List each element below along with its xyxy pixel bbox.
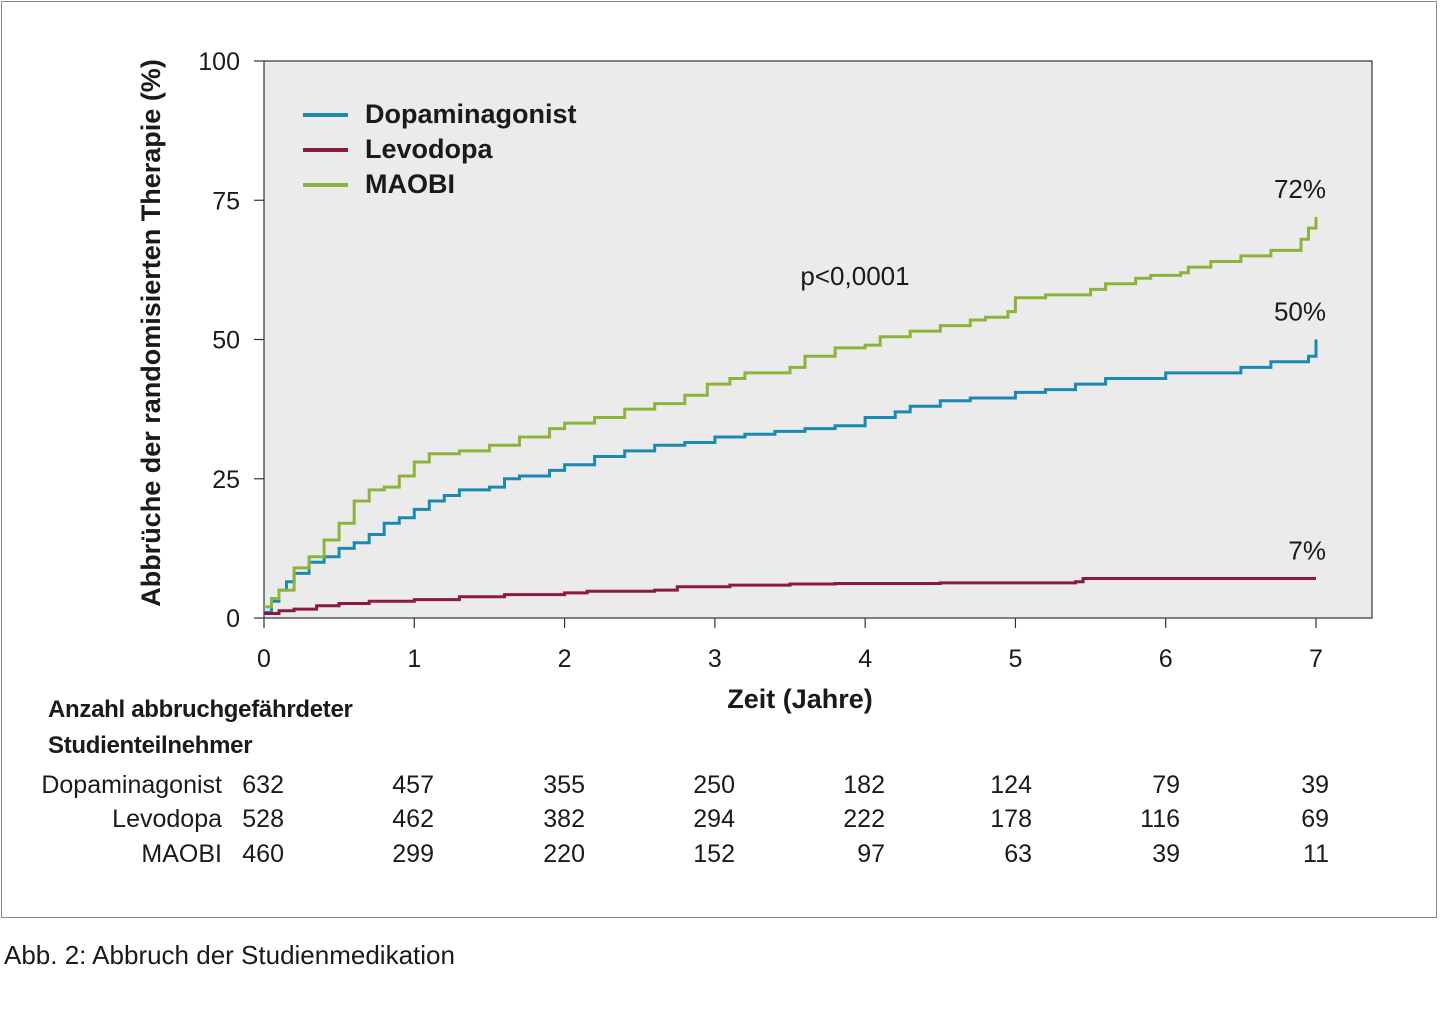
x-tick-label: 3 <box>708 645 722 673</box>
risk-row: MAOBI 460 299 220 152 97 63 39 11 <box>0 840 1440 874</box>
risk-number: 220 <box>543 840 585 868</box>
risk-number: 250 <box>693 771 735 799</box>
risk-row-group: Dopaminagonist <box>41 771 222 799</box>
x-tick-label: 5 <box>1008 645 1022 673</box>
risk-number: 39 <box>1152 840 1180 868</box>
x-tick-label: 1 <box>407 645 421 673</box>
x-tick-label: 0 <box>257 645 271 673</box>
risk-number: 299 <box>392 840 434 868</box>
x-tick-label: 7 <box>1309 645 1323 673</box>
x-tick-label: 2 <box>558 645 572 673</box>
p-value-annotation: p<0,0001 <box>800 261 909 291</box>
y-axis-label: Abbrüche der randomisierten Therapie (%) <box>136 59 166 607</box>
km-chart: 0 25 50 75 100 0 1 2 3 4 5 6 7 50% 7% 72% Abbrüche de… <box>136 48 1373 714</box>
risk-number: 69 <box>1301 805 1329 833</box>
y-tick-label: 25 <box>212 466 240 494</box>
risk-number: 97 <box>857 840 885 868</box>
risk-number: 457 <box>392 771 434 799</box>
end-label-maobi: 72% <box>1274 174 1326 204</box>
y-tick-label: 50 <box>212 327 240 355</box>
risk-number: 460 <box>242 840 284 868</box>
risk-table-title: Anzahl abbruchgefährdeter Studienteilneh… <box>48 692 353 764</box>
risk-number: 294 <box>693 805 735 833</box>
plot-area <box>263 60 1373 619</box>
curve-levodopa <box>264 577 1316 615</box>
risk-number: 182 <box>843 771 885 799</box>
risk-number: 222 <box>843 805 885 833</box>
risk-table-title-line2: Studienteilnehmer <box>48 732 253 759</box>
risk-number: 382 <box>543 805 585 833</box>
risk-number: 63 <box>1004 840 1032 868</box>
curves <box>264 217 1318 615</box>
risk-number: 178 <box>990 805 1032 833</box>
risk-number: 355 <box>543 771 585 799</box>
y-tick-label: 100 <box>198 48 240 76</box>
risk-row-group: Levodopa <box>112 805 222 833</box>
risk-table-title-line1: Anzahl abbruchgefährdeter <box>48 696 353 723</box>
risk-number: 39 <box>1301 771 1329 799</box>
risk-number: 152 <box>693 840 735 868</box>
legend-label-dopaminagonist: Dopaminagonist <box>365 99 577 129</box>
risk-row: Dopaminagonist 632 457 355 250 182 124 79 39 <box>0 771 1440 805</box>
risk-number: 124 <box>990 771 1032 799</box>
risk-row-group: MAOBI <box>141 840 222 868</box>
x-axis-label: Zeit (Jahre) <box>727 684 873 714</box>
risk-number: 632 <box>242 771 284 799</box>
risk-number: 11 <box>1303 840 1329 868</box>
y-tick-label: 0 <box>226 605 240 633</box>
end-label-dopaminagonist: 50% <box>1274 297 1326 327</box>
legend: Dopaminagonist Levodopa MAOBI <box>303 99 577 199</box>
curve-maobi <box>264 217 1318 609</box>
figure-caption: Abb. 2: Abbruch der Studienmedikation <box>4 940 455 970</box>
x-axis: 0 1 2 3 4 5 6 7 <box>257 618 1323 673</box>
risk-row: Levodopa 528 462 382 294 222 178 116 69 <box>0 805 1440 839</box>
x-tick-label: 6 <box>1159 645 1173 673</box>
curve-dopaminagonist <box>264 339 1318 614</box>
x-tick-label: 4 <box>858 645 872 673</box>
risk-number: 116 <box>1140 805 1180 833</box>
end-label-levodopa: 7% <box>1288 535 1326 565</box>
risk-number: 79 <box>1152 771 1180 799</box>
legend-label-levodopa: Levodopa <box>365 134 493 164</box>
y-axis: 0 25 50 75 100 <box>198 48 264 633</box>
legend-label-maobi: MAOBI <box>365 169 455 199</box>
risk-number: 462 <box>392 805 434 833</box>
risk-number: 528 <box>242 805 284 833</box>
end-labels: 50% 7% 72% <box>1274 174 1326 565</box>
y-tick-label: 75 <box>212 187 240 215</box>
